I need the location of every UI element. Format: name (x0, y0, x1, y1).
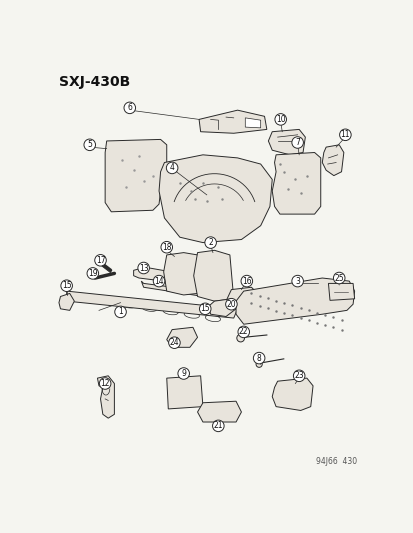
Polygon shape (197, 401, 241, 422)
Text: 15: 15 (62, 281, 71, 290)
Text: 17: 17 (95, 256, 105, 265)
Polygon shape (244, 118, 260, 128)
Text: 11: 11 (340, 130, 349, 139)
Text: SXJ-430B: SXJ-430B (59, 75, 130, 88)
Circle shape (166, 162, 178, 174)
Circle shape (84, 139, 95, 151)
Polygon shape (235, 278, 354, 324)
Circle shape (161, 241, 172, 253)
Polygon shape (268, 130, 305, 155)
Text: 4: 4 (169, 164, 174, 172)
Text: 12: 12 (100, 379, 109, 388)
Circle shape (153, 276, 164, 287)
Circle shape (274, 114, 286, 125)
Text: 10: 10 (275, 115, 285, 124)
Polygon shape (193, 251, 233, 301)
Polygon shape (141, 281, 220, 299)
Circle shape (339, 129, 350, 141)
Text: 25: 25 (334, 273, 343, 282)
Polygon shape (199, 110, 266, 133)
Circle shape (291, 276, 303, 287)
Circle shape (168, 337, 180, 349)
Circle shape (332, 272, 344, 284)
Polygon shape (272, 378, 312, 410)
Text: 2: 2 (208, 238, 213, 247)
Text: 15: 15 (200, 304, 209, 313)
Circle shape (99, 378, 111, 389)
Text: 14: 14 (154, 277, 164, 286)
Circle shape (138, 262, 149, 274)
Text: 21: 21 (213, 422, 223, 430)
Polygon shape (59, 294, 74, 310)
Circle shape (87, 268, 98, 279)
Text: 7: 7 (294, 138, 299, 147)
Polygon shape (166, 327, 197, 348)
Circle shape (95, 255, 106, 266)
Circle shape (212, 420, 223, 432)
Text: 1: 1 (118, 308, 123, 317)
Text: 6: 6 (127, 103, 132, 112)
Polygon shape (133, 267, 214, 287)
Text: 8: 8 (256, 353, 261, 362)
Circle shape (114, 306, 126, 318)
Text: 13: 13 (138, 263, 148, 272)
Polygon shape (321, 145, 343, 175)
Text: 20: 20 (226, 300, 236, 309)
Circle shape (61, 280, 72, 292)
Circle shape (294, 391, 300, 397)
Circle shape (178, 368, 189, 379)
Polygon shape (105, 140, 166, 212)
Circle shape (291, 137, 303, 148)
Circle shape (293, 370, 304, 382)
Text: 24: 24 (169, 338, 179, 347)
Text: 19: 19 (88, 269, 97, 278)
Text: 5: 5 (87, 140, 92, 149)
Text: 18: 18 (161, 243, 171, 252)
Polygon shape (225, 287, 259, 309)
Polygon shape (328, 284, 354, 301)
Circle shape (256, 361, 261, 367)
Polygon shape (97, 376, 114, 418)
Polygon shape (166, 376, 202, 409)
Text: 16: 16 (242, 277, 251, 286)
Polygon shape (163, 253, 200, 295)
Polygon shape (159, 155, 272, 243)
Text: 22: 22 (238, 327, 248, 336)
Text: 9: 9 (181, 369, 186, 378)
Polygon shape (272, 152, 320, 214)
Text: 94J66  430: 94J66 430 (315, 457, 356, 466)
Polygon shape (66, 291, 237, 318)
Polygon shape (208, 299, 235, 317)
Circle shape (204, 237, 216, 248)
Circle shape (240, 276, 252, 287)
Circle shape (236, 334, 244, 342)
Circle shape (225, 298, 237, 310)
Circle shape (199, 303, 211, 314)
Circle shape (237, 326, 249, 338)
Text: 23: 23 (294, 372, 303, 381)
Circle shape (253, 352, 264, 364)
Circle shape (124, 102, 135, 114)
Circle shape (284, 392, 290, 398)
Text: 3: 3 (294, 277, 299, 286)
